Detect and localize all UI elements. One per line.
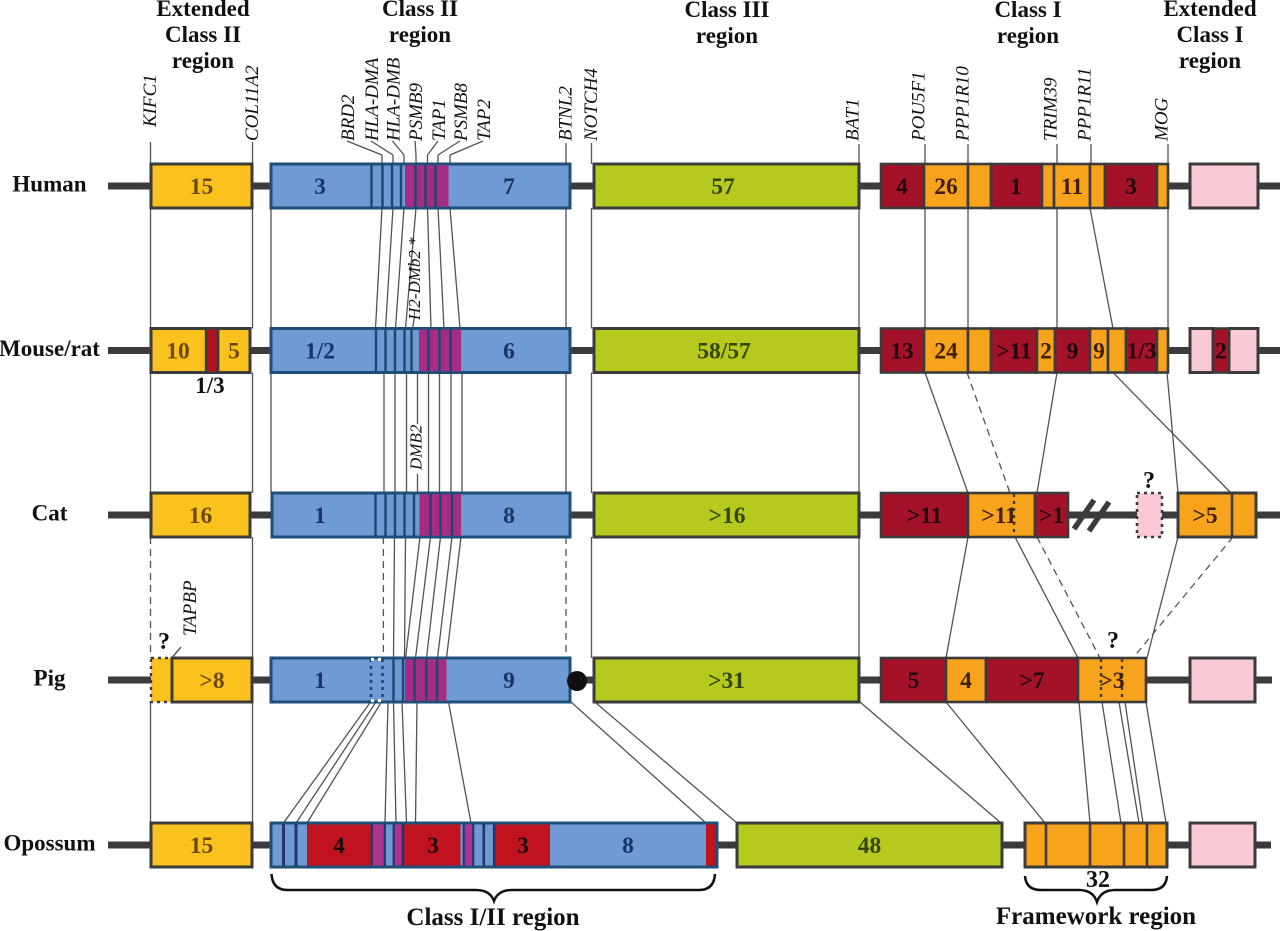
svg-text:region: region <box>696 23 758 48</box>
svg-text:>11: >11 <box>996 339 1032 365</box>
svg-text:32: 32 <box>1086 867 1110 893</box>
svg-text:HLA-DMA: HLA-DMA <box>362 57 383 142</box>
svg-text:7: 7 <box>503 174 515 200</box>
svg-text:8: 8 <box>622 833 634 859</box>
svg-text:Mouse/rat: Mouse/rat <box>0 336 100 361</box>
svg-text:>16: >16 <box>709 503 746 529</box>
svg-text:NOTCH4: NOTCH4 <box>581 68 602 142</box>
svg-text:?: ? <box>158 629 170 655</box>
svg-text:DMB2: DMB2 <box>407 424 426 471</box>
svg-text:region: region <box>389 22 451 47</box>
svg-text:2: 2 <box>1215 339 1227 365</box>
svg-text:>3: >3 <box>1099 668 1124 694</box>
svg-text:9: 9 <box>1093 339 1105 365</box>
svg-text:Class III: Class III <box>684 0 769 22</box>
svg-text:15: 15 <box>190 174 214 200</box>
svg-text:24: 24 <box>934 339 958 365</box>
svg-text:HLA-DMB: HLA-DMB <box>384 57 405 142</box>
svg-text:Class II: Class II <box>382 0 458 21</box>
svg-text:Human: Human <box>12 172 86 197</box>
svg-text:PPP1R10: PPP1R10 <box>953 66 974 142</box>
svg-text:Class I/II region: Class I/II region <box>406 904 579 931</box>
svg-text:TAP1: TAP1 <box>429 99 450 141</box>
svg-text:BAT1: BAT1 <box>843 98 864 141</box>
svg-text:BRD2: BRD2 <box>338 94 359 141</box>
svg-text:>11: >11 <box>981 503 1017 529</box>
svg-text:>7: >7 <box>1019 668 1044 694</box>
svg-text:H2-DMb2 *: H2-DMb2 * <box>405 237 424 321</box>
svg-text:57: 57 <box>711 174 735 200</box>
svg-text:TAPBP: TAPBP <box>180 580 201 636</box>
svg-text:PSMB9: PSMB9 <box>406 82 427 142</box>
svg-text:PPP1R11: PPP1R11 <box>1075 67 1096 142</box>
svg-text:>11: >11 <box>907 503 943 529</box>
svg-text:Framework region: Framework region <box>996 903 1196 930</box>
svg-text:1/3: 1/3 <box>195 373 224 398</box>
svg-text:10: 10 <box>166 339 190 365</box>
svg-text:16: 16 <box>189 503 213 529</box>
svg-text:Class II: Class II <box>165 22 241 47</box>
svg-text:1: 1 <box>314 668 326 694</box>
svg-text:>31: >31 <box>708 668 745 694</box>
svg-text:MOG: MOG <box>1152 97 1173 142</box>
svg-text:48: 48 <box>858 833 882 859</box>
svg-text:?: ? <box>1143 468 1155 494</box>
svg-text:4: 4 <box>333 833 345 859</box>
svg-text:58/57: 58/57 <box>697 339 751 365</box>
svg-text:26: 26 <box>934 174 958 200</box>
svg-text:POU5F1: POU5F1 <box>909 71 930 142</box>
svg-text:KIFC1: KIFC1 <box>140 74 161 128</box>
svg-text:1: 1 <box>314 503 326 529</box>
svg-text:TRIM39: TRIM39 <box>1041 77 1062 141</box>
svg-text:1: 1 <box>1010 174 1022 200</box>
svg-text:9: 9 <box>503 668 515 694</box>
svg-text:6: 6 <box>503 339 515 365</box>
svg-text:3: 3 <box>427 833 439 859</box>
svg-text:1/2: 1/2 <box>305 339 335 365</box>
svg-text:COL11A2: COL11A2 <box>242 65 263 141</box>
svg-text:3: 3 <box>1125 174 1137 200</box>
svg-text:4: 4 <box>960 668 972 694</box>
svg-text:Cat: Cat <box>32 501 68 526</box>
svg-text:TAP2: TAP2 <box>474 99 495 141</box>
svg-text:Class I: Class I <box>1176 22 1243 47</box>
svg-text:>8: >8 <box>199 668 224 694</box>
svg-text:Opossum: Opossum <box>3 831 95 856</box>
svg-text:Pig: Pig <box>34 666 66 691</box>
svg-text:9: 9 <box>1067 339 1079 365</box>
svg-text:PSMB8: PSMB8 <box>451 82 472 142</box>
svg-text:>5: >5 <box>1192 503 1217 529</box>
svg-text:Class I: Class I <box>994 0 1061 22</box>
svg-text:2: 2 <box>1040 339 1052 365</box>
svg-text:15: 15 <box>190 833 214 859</box>
svg-text:>1: >1 <box>1039 503 1064 529</box>
svg-text:?: ? <box>1107 628 1119 654</box>
svg-text:8: 8 <box>503 503 515 529</box>
svg-text:13: 13 <box>890 339 914 365</box>
svg-text:5: 5 <box>908 668 920 694</box>
svg-text:region: region <box>172 48 234 73</box>
svg-text:Extended: Extended <box>1163 0 1257 21</box>
svg-text:region: region <box>997 23 1059 48</box>
svg-text:region: region <box>1179 48 1241 73</box>
svg-text:Extended: Extended <box>156 0 250 21</box>
svg-text:BTNL2: BTNL2 <box>556 86 577 141</box>
svg-text:5: 5 <box>228 339 240 365</box>
svg-text:4: 4 <box>896 174 908 200</box>
svg-text:11: 11 <box>1061 174 1083 200</box>
svg-text:3: 3 <box>517 833 529 859</box>
svg-text:3: 3 <box>314 174 326 200</box>
svg-text:1/3: 1/3 <box>1126 339 1156 365</box>
